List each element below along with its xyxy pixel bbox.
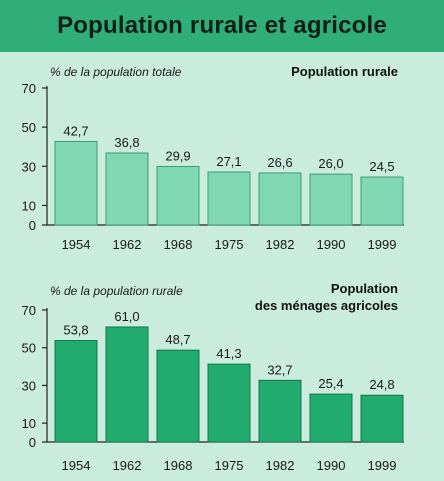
chart2-bar [258,379,302,443]
charts-svg: % de la population totale Population rura… [22,64,404,473]
chart1-x-tick-label: 1999 [368,237,397,252]
title-bar: Population rurale et agricole [0,0,444,52]
chart1-value-label: 24,5 [369,159,394,174]
chart2-title-line: des ménages agricoles [255,298,398,313]
chart1-value-label: 29,9 [165,148,190,163]
chart1-bar [309,173,353,226]
chart1-x-tick-label: 1954 [62,237,91,252]
chart1-y-tick-label: 0 [29,218,36,233]
figure-title: Population rurale et agricole [57,12,387,39]
chart2-value-label: 48,7 [165,332,190,347]
chart1-y-tick-label: 70 [22,81,36,96]
chart1-value-label: 42,7 [63,123,88,138]
chart1-bar [258,172,302,226]
chart1-x-tick-label: 1982 [266,237,295,252]
chart1-value-label: 26,0 [318,156,343,171]
chart2-value-label: 25,4 [318,376,343,391]
chart1-x-tick-label: 1962 [113,237,142,252]
chart1-title-line: Population rurale [291,64,398,79]
chart1-bar [156,165,200,226]
chart1-x-tick-label: 1975 [215,237,244,252]
chart2-bar [54,340,98,443]
chart2-x-tick-label: 1954 [62,458,91,473]
chart2-x-tick-label: 1962 [113,458,142,473]
chart2-y-tick-label: 10 [22,416,36,431]
chart1-y-tick-label: 30 [22,159,36,174]
chart2-bar [105,326,149,443]
chart1-bar [360,176,404,226]
chart1-x-tick-label: 1990 [317,237,346,252]
chart2-ylabel: % de la population rurale [50,284,183,298]
chart2-x-tick-label: 1999 [368,458,397,473]
chart2-x-tick-label: 1968 [164,458,193,473]
chart2-y-tick-label: 50 [22,341,36,356]
chart1-value-label: 36,8 [114,135,139,150]
chart2-bar [360,394,404,443]
chart2-x-tick-label: 1990 [317,458,346,473]
chart2-value-label: 32,7 [267,362,292,377]
chart2-bar [309,393,353,443]
chart2-value-label: 41,3 [216,346,241,361]
chart2-value-label: 53,8 [63,323,88,338]
chart1-y-tick-label: 10 [22,198,36,213]
chart1-x-tick-label: 1968 [164,237,193,252]
chart2-value-label: 24,8 [369,377,394,392]
chart1-ylabel: % de la population totale [50,65,182,79]
chart2-title-line: Population [331,281,398,296]
chart2-y-tick-label: 70 [22,303,36,318]
chart2-x-tick-label: 1975 [215,458,244,473]
chart1-y-tick-label: 50 [22,120,36,135]
chart2-bar [207,363,251,443]
chart1-bar [207,171,251,226]
chart1-value-label: 26,6 [267,155,292,170]
chart2-y-tick-label: 30 [22,378,36,393]
chart2-y-tick-label: 0 [29,435,36,450]
chart1-bar [105,152,149,226]
chart2-bar [156,349,200,443]
chart1-bar [54,140,98,226]
chart2-x-tick-label: 1982 [266,458,295,473]
chart1-value-label: 27,1 [216,154,241,169]
chart2-value-label: 61,0 [114,309,139,324]
